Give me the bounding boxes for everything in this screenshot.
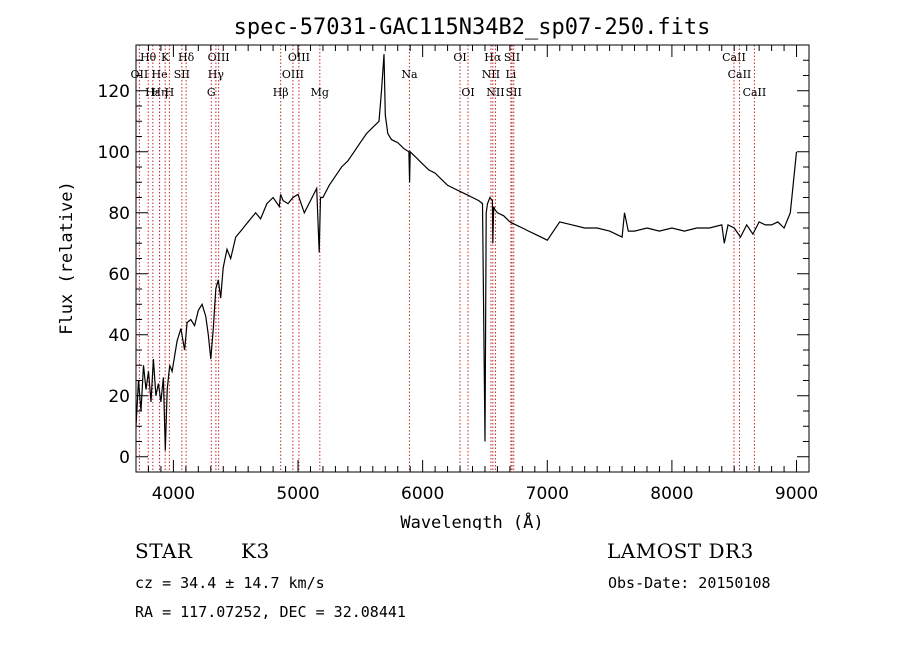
y-tick-label-1: 20 xyxy=(108,387,130,407)
spectrum-line xyxy=(135,54,798,451)
line-marker-label-24: SII xyxy=(506,86,522,99)
y-tick-label-2: 40 xyxy=(108,326,130,346)
y-tick-label-0: 0 xyxy=(119,448,130,468)
x-tick-label-1: 5000 xyxy=(276,484,319,504)
subclass: K3 xyxy=(241,539,270,563)
line-marker-label-19: Hα xyxy=(484,51,502,64)
spectrum-chart: spec-57031-GAC115N34B2_sp07-250.fits Hθ O… xyxy=(57,15,818,530)
y-tick-label-4: 80 xyxy=(108,204,130,224)
y-tick-label-5: 100 xyxy=(98,143,130,163)
line-marker-label-12: Hβ xyxy=(273,86,289,99)
line-marker-label-9: OIII xyxy=(208,51,230,64)
line-marker-label-16: Na xyxy=(401,68,418,81)
object-class: STAR xyxy=(135,539,193,563)
x-tick-label-2: 6000 xyxy=(401,484,444,504)
line-marker-label-6: H xyxy=(165,86,175,99)
line-marker-label-25: CaII xyxy=(722,51,746,64)
survey-name: LAMOST DR3 xyxy=(607,539,754,563)
line-marker-label-11: G xyxy=(207,86,216,99)
x-tick-label-0: 4000 xyxy=(152,484,195,504)
line-marker-label-17: OI xyxy=(453,51,466,64)
redshift-value: cz = 34.4 ± 14.7 km/s xyxy=(135,574,325,592)
line-marker-label-26: CaII xyxy=(728,68,752,81)
line-marker-label-22: SII xyxy=(504,51,520,64)
plot-frame xyxy=(135,44,810,473)
line-marker-label-10: Hγ xyxy=(208,68,225,81)
x-tick-label-3: 7000 xyxy=(526,484,569,504)
line-marker-label-2: Hε xyxy=(145,86,161,99)
line-marker-label-7: SII xyxy=(174,68,190,81)
line-marker-label-21: NII xyxy=(486,86,504,99)
line-marker-label-4: He xyxy=(152,68,168,81)
line-marker-label-5: K xyxy=(161,51,170,64)
y-tick-label-3: 60 xyxy=(108,265,130,285)
line-marker-label-1: OII xyxy=(131,68,149,81)
tick-layer: 4000 5000 6000 7000 8000 9000 0 20 40 60 80 100 120 xyxy=(98,44,818,504)
y-axis-label: Flux (relative) xyxy=(57,181,77,335)
line-marker-label-0: Hθ xyxy=(140,51,157,64)
x-axis-label: Wavelength (Å) xyxy=(400,511,543,530)
line-marker-label-18: OI xyxy=(461,86,474,99)
line-marker-label-20: NII xyxy=(482,68,500,81)
line-marker-label-13: OIII xyxy=(288,51,310,64)
obs-date: Obs-Date: 20150108 xyxy=(608,574,771,592)
y-tick-label-6: 120 xyxy=(98,82,130,102)
x-tick-label-5: 9000 xyxy=(775,484,818,504)
line-marker-label-8: Hδ xyxy=(178,51,195,64)
line-marker-label-15: Mg xyxy=(311,86,329,99)
line-marker-label-3: Hη xyxy=(151,86,167,99)
line-marker-label-27: CaII xyxy=(743,86,767,99)
line-marker-label-23: Li xyxy=(505,68,516,81)
x-tick-label-4: 8000 xyxy=(650,484,693,504)
line-marker-label-14: OIII xyxy=(282,68,304,81)
coordinates: RA = 117.07252, DEC = 32.08441 xyxy=(135,603,406,621)
chart-title: spec-57031-GAC115N34B2_sp07-250.fits xyxy=(234,15,711,40)
